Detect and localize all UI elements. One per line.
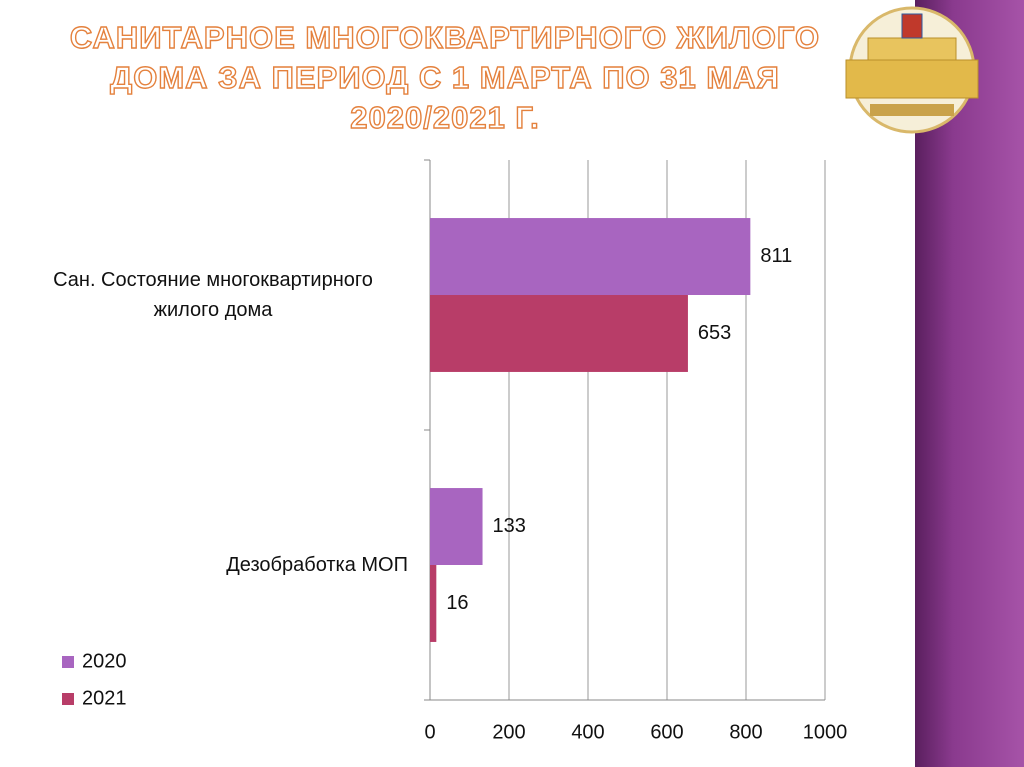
value-label: 653 [698, 322, 731, 344]
value-label: 16 [446, 592, 468, 614]
y-tick-label: Сан. Состояние многоквартирного жилого д… [53, 269, 373, 321]
value-label: 133 [493, 515, 526, 537]
legend-marker [62, 656, 74, 668]
legend-label: 2020 [82, 650, 127, 672]
bar [430, 218, 751, 295]
legend-label: 2021 [82, 687, 127, 709]
value-label: 811 [760, 245, 792, 267]
x-tick-label: 400 [571, 721, 604, 743]
y-tick-label: Дезобработка МОП [226, 554, 408, 576]
legend-marker [62, 693, 74, 705]
logo [845, 6, 979, 134]
x-tick-label: 800 [729, 721, 762, 743]
x-tick-label: 200 [492, 721, 525, 743]
bar [430, 488, 483, 565]
x-tick-label: 1000 [803, 721, 848, 743]
bar [430, 295, 688, 372]
bar [430, 565, 437, 642]
x-tick-label: 600 [650, 721, 683, 743]
chart-title: САНИТАРНОЕ МНОГОКВАРТИРНОГО ЖИЛОГО ДОМА … [69, 19, 821, 135]
x-tick-label: 0 [424, 721, 435, 743]
